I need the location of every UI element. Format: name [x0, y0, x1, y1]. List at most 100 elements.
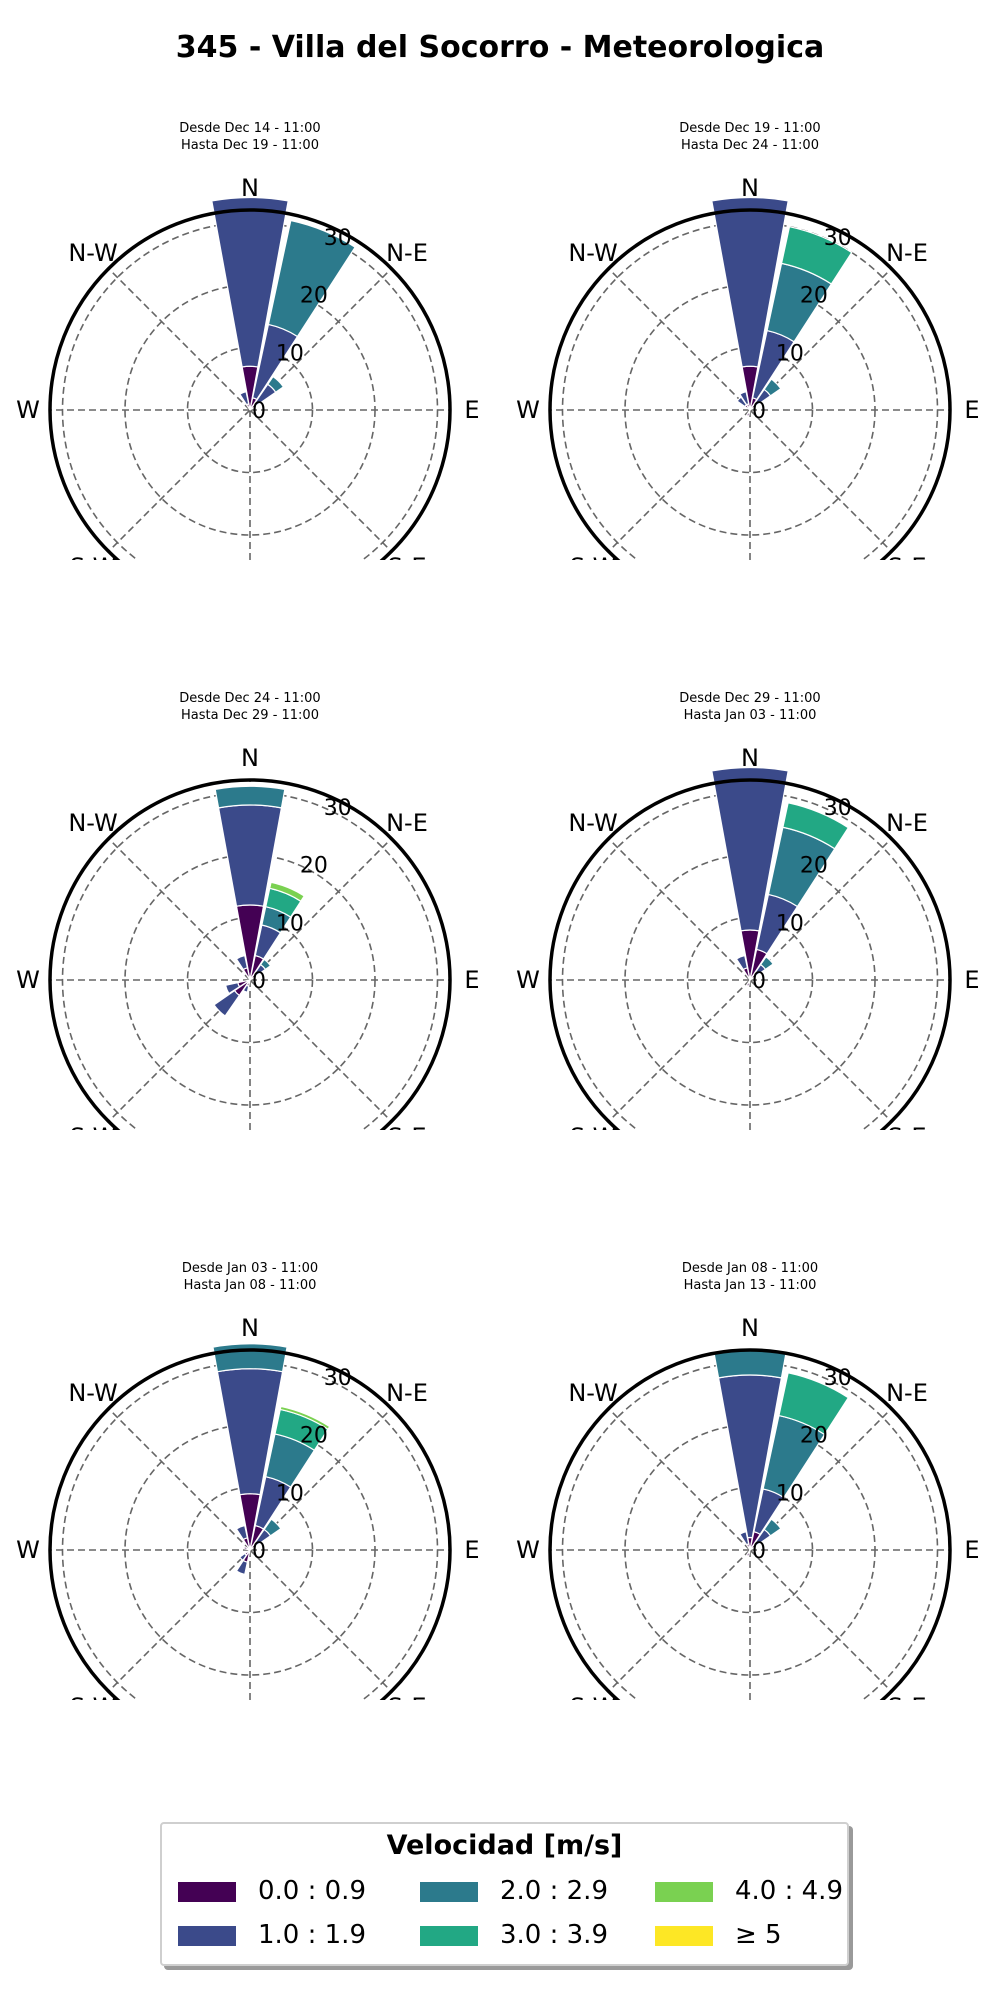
- legend: Velocidad [m/s] 0.0 : 0.9 1.0 : 1.9 2.0 …: [160, 1822, 849, 1966]
- radial-gridline: [186, 916, 314, 1044]
- petal-segment: [711, 196, 789, 368]
- direction-label: E: [464, 1536, 479, 1564]
- direction-gridline: [249, 838, 392, 981]
- direction-gridline: [249, 1549, 392, 1692]
- petal-segment: [214, 785, 286, 809]
- petal-segment: [243, 1545, 251, 1551]
- windrose-panel: Desde Jan 08 - 11:00 Hasta Jan 13 - 11:00…: [500, 1140, 1000, 1700]
- petal-segment: [780, 225, 853, 285]
- direction-label: E: [964, 966, 979, 994]
- legend-label: 0.0 : 0.9: [258, 1876, 366, 1906]
- radial-tick-label: 0: [752, 969, 766, 994]
- radial-tick-label: 30: [324, 226, 352, 251]
- direction-label: N-E: [886, 239, 928, 267]
- direction-label: S-E: [387, 1693, 426, 1700]
- direction-label: N-W: [568, 809, 617, 837]
- radial-tick-label: 10: [776, 1481, 804, 1506]
- direction-label: S-W: [570, 553, 617, 560]
- direction-label: N-E: [886, 809, 928, 837]
- period-from: Desde Dec 14 - 11:00: [179, 121, 321, 136]
- legend-swatch: [655, 1926, 713, 1946]
- direction-label: E: [964, 396, 979, 424]
- period-label: Desde Jan 08 - 11:00 Hasta Jan 13 - 11:00: [500, 1260, 1000, 1294]
- direction-gridline: [608, 409, 751, 552]
- radial-tick-label: 10: [276, 1481, 304, 1506]
- period-to: Hasta Dec 19 - 11:00: [181, 138, 319, 153]
- chart-title: 345 - Villa del Socorro - Meteorologica: [175, 30, 825, 65]
- legend-label: 3.0 : 3.9: [500, 1920, 608, 1950]
- direction-label: N-W: [568, 239, 617, 267]
- legend-swatch: [178, 1882, 236, 1902]
- legend-item: ≥ 5: [647, 1918, 867, 1950]
- direction-label: N: [241, 744, 259, 772]
- direction-label: W: [516, 966, 540, 994]
- direction-label: N: [741, 174, 759, 202]
- direction-label: N-W: [68, 239, 117, 267]
- petal-segment: [735, 954, 749, 971]
- windrose-panel: Desde Dec 24 - 11:00 Hasta Dec 29 - 11:00…: [0, 570, 500, 1130]
- radial-tick-label: 0: [752, 399, 766, 424]
- direction-gridline: [608, 838, 751, 981]
- petal-segment: [266, 375, 285, 394]
- radial-tick-label: 20: [300, 284, 328, 309]
- radial-tick-label: 10: [276, 341, 304, 366]
- petal-segment: [279, 1405, 331, 1431]
- period-label: Desde Dec 24 - 11:00 Hasta Dec 29 - 11:00: [0, 690, 500, 724]
- direction-label: E: [464, 396, 479, 424]
- petal-segment: [745, 1549, 751, 1557]
- period-label: Desde Dec 19 - 11:00 Hasta Dec 24 - 11:00: [500, 120, 1000, 154]
- period-from: Desde Dec 19 - 11:00: [679, 121, 821, 136]
- petal-segment: [763, 1518, 782, 1537]
- direction-label: S-E: [387, 1123, 426, 1130]
- legend-item: 2.0 : 2.9: [412, 1874, 632, 1906]
- radial-gridline: [186, 346, 314, 474]
- petal-segment: [242, 984, 250, 993]
- direction-label: S-W: [70, 553, 117, 560]
- legend-swatch: [178, 1926, 236, 1946]
- radial-tick-label: 10: [776, 341, 804, 366]
- petal-segment: [267, 219, 356, 338]
- petal-segment: [238, 1552, 248, 1562]
- period-label: Desde Dec 29 - 11:00 Hasta Jan 03 - 11:00: [500, 690, 1000, 724]
- petal-segment: [711, 766, 789, 932]
- outer-ring: [48, 778, 452, 1130]
- radial-tick-label: 30: [824, 796, 852, 821]
- radial-gridline: [186, 1486, 314, 1614]
- petal-segment: [263, 1518, 282, 1537]
- direction-label: N: [741, 1314, 759, 1342]
- direction-gridline: [749, 979, 892, 1122]
- radial-gridline: [686, 346, 814, 474]
- petal-segment: [736, 396, 748, 408]
- radial-tick-label: 20: [800, 854, 828, 879]
- direction-label: N-W: [568, 1379, 617, 1407]
- outer-ring: [48, 1348, 452, 1700]
- direction-label: E: [964, 1536, 979, 1564]
- legend-swatch: [420, 1882, 478, 1902]
- petal-segment: [235, 954, 249, 971]
- direction-label: E: [464, 966, 479, 994]
- period-from: Desde Jan 03 - 11:00: [181, 1261, 319, 1276]
- direction-gridline: [608, 268, 751, 411]
- petal-segment: [212, 1343, 288, 1373]
- direction-gridline: [249, 979, 392, 1122]
- radial-tick-label: 20: [300, 1424, 328, 1449]
- direction-gridline: [608, 1549, 751, 1692]
- outer-ring: [48, 208, 452, 560]
- period-from: Desde Dec 24 - 11:00: [179, 691, 321, 706]
- radial-tick-label: 0: [252, 399, 266, 424]
- windrose-panel: Desde Dec 29 - 11:00 Hasta Jan 03 - 11:00…: [500, 570, 1000, 1130]
- direction-label: S-W: [570, 1693, 617, 1700]
- outer-ring: [548, 778, 952, 1130]
- direction-label: S-E: [387, 553, 426, 560]
- radial-tick-label: 10: [776, 911, 804, 936]
- period-to: Hasta Jan 13 - 11:00: [683, 1278, 817, 1293]
- radial-tick-label: 30: [324, 1366, 352, 1391]
- direction-label: N: [241, 174, 259, 202]
- petal-segment: [269, 881, 306, 903]
- petal-segment: [782, 802, 850, 850]
- legend-title: Velocidad [m/s]: [386, 1830, 623, 1861]
- direction-label: N-E: [386, 1379, 428, 1407]
- petal-segment: [745, 409, 751, 417]
- direction-label: W: [16, 396, 40, 424]
